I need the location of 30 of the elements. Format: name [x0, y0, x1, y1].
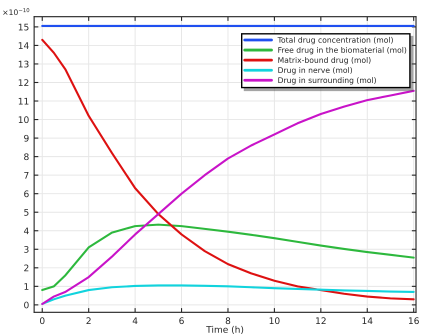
y-tick-label: 12 — [18, 79, 28, 86]
y-tick-label: 14 — [18, 42, 29, 49]
x-axis-title: Time (h) — [206, 326, 244, 334]
x-tick-label: 12 — [316, 317, 326, 324]
x-tick-label: 6 — [179, 317, 184, 324]
y-tick-label: 9 — [24, 134, 29, 142]
x-tick-label: 16 — [408, 317, 419, 324]
x-tick-label: 4 — [132, 317, 138, 324]
y-tick-label: 1 — [24, 283, 28, 290]
y-tick-label: 7 — [24, 172, 28, 179]
x-tick-label: 0 — [40, 317, 45, 324]
y-tick-label: 4 — [24, 228, 29, 234]
line-series — [41, 90, 415, 305]
y-tick-label: 13 — [18, 60, 29, 68]
x-tick-label: 8 — [226, 317, 230, 324]
line-series — [41, 38, 415, 300]
line-series — [41, 284, 415, 305]
x-tick-label: 14 — [362, 317, 372, 324]
y-tick-label: 5 — [24, 209, 28, 216]
y-tick-label: 0 — [24, 302, 29, 308]
y-tick-label: 6 — [24, 190, 29, 198]
y-tick-label: 10 — [18, 116, 29, 124]
y-tick-label: 15 — [18, 24, 28, 30]
y-tick-label: 3 — [24, 246, 29, 253]
y-tick-label: 8 — [24, 153, 29, 160]
x-tick-label: 2 — [86, 317, 91, 324]
y-tick-label: 11 — [18, 98, 28, 104]
x-tick-label: 10 — [270, 317, 280, 324]
line-series — [41, 224, 415, 292]
y-tick-label: 2 — [24, 264, 28, 272]
